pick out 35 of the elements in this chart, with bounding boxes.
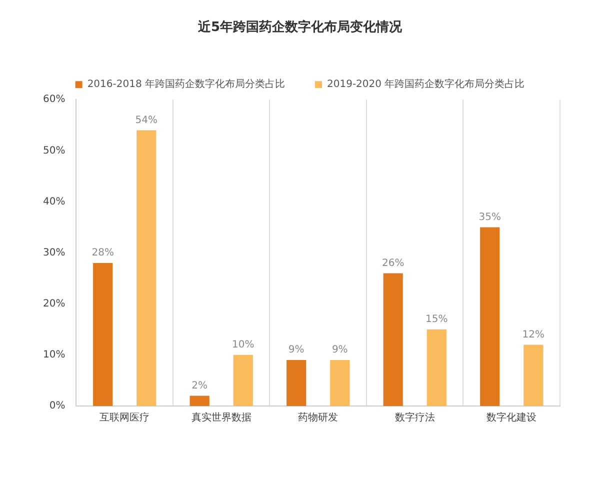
bar — [190, 396, 210, 406]
data-label: 35% — [478, 212, 501, 223]
bar — [136, 130, 156, 406]
x-tick-label: 互联网医疗 — [100, 412, 150, 424]
data-label: 28% — [92, 248, 114, 259]
y-tick-label: 60% — [42, 94, 66, 106]
bar — [524, 344, 544, 406]
y-tick-label: 30% — [42, 247, 66, 258]
data-label: 12% — [522, 329, 545, 340]
legend-label: 2019-2020 年跨国药企数字化布局分类占比 — [327, 78, 525, 90]
x-tick-label: 真实世界数据 — [191, 412, 252, 424]
y-tick-label: 10% — [42, 350, 66, 361]
legend-label: 2016-2018 年跨国药企数字化布局分类占比 — [87, 78, 285, 90]
bar — [330, 360, 350, 406]
bar — [383, 273, 403, 406]
bar — [286, 360, 306, 406]
bar — [426, 329, 446, 406]
data-label: 15% — [426, 314, 448, 325]
bar — [93, 263, 113, 406]
y-tick-label: 20% — [42, 298, 66, 310]
chart-title: 近5年跨国药企数字化布局变化情况 — [196, 19, 404, 36]
data-label: 26% — [382, 258, 404, 269]
x-tick-label: 数字化建设 — [486, 412, 537, 424]
x-tick-label: 数字疗法 — [394, 412, 435, 424]
data-label: 9% — [288, 344, 304, 356]
bar — [480, 227, 500, 406]
data-label: 54% — [135, 114, 158, 126]
bar — [233, 354, 253, 406]
y-tick-label: 40% — [42, 196, 66, 208]
data-label: 2% — [192, 380, 208, 392]
y-tick-label: 50% — [42, 145, 66, 156]
x-tick-label: 药物研发 — [298, 412, 338, 424]
data-label: 10% — [232, 340, 254, 351]
y-tick-label: 0% — [49, 400, 66, 412]
data-label: 9% — [332, 344, 348, 356]
